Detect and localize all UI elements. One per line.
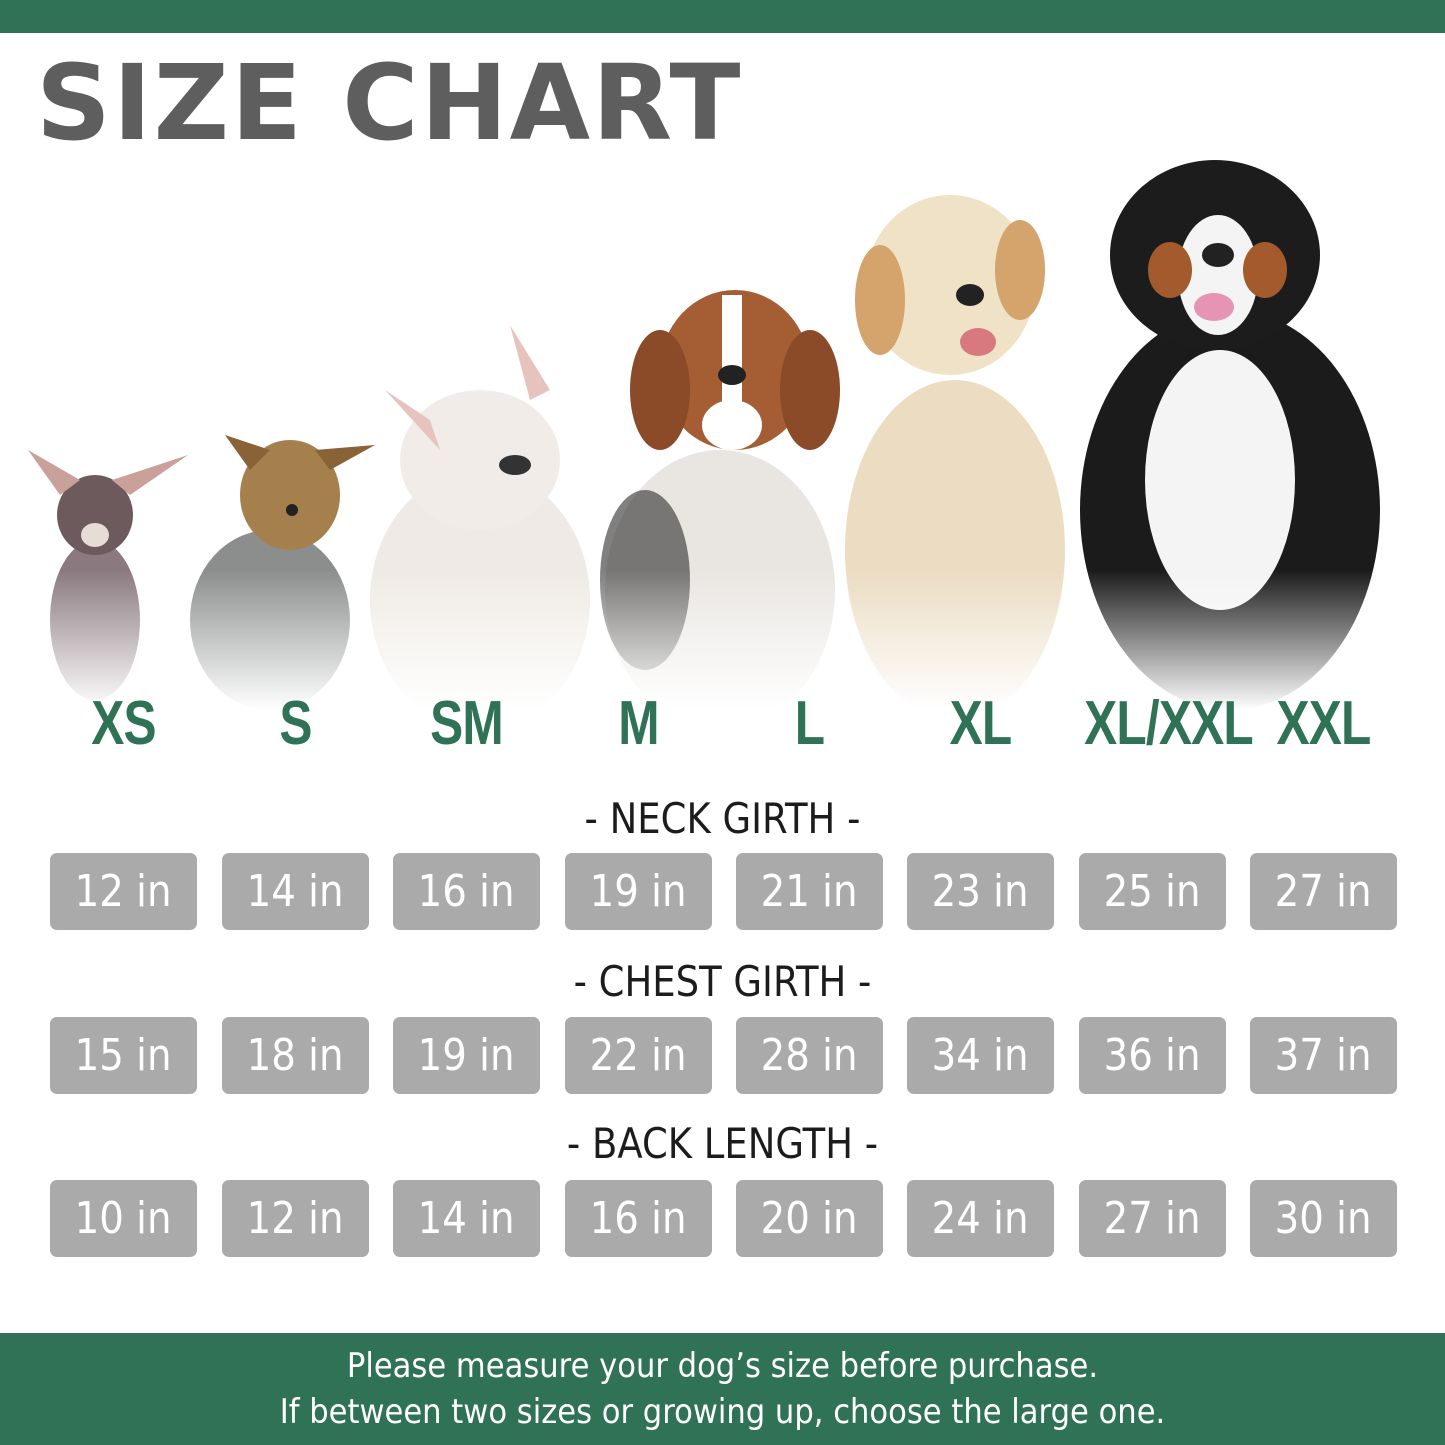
value-text: 24 in (932, 1193, 1029, 1244)
chest-girth-title: - CHEST GIRTH - (573, 957, 872, 1006)
value-text: 12 in (75, 866, 172, 917)
page-title: SIZE CHART (36, 42, 743, 164)
value-text: 27 in (1275, 866, 1372, 917)
value-text: 19 in (418, 1030, 515, 1081)
back-length-value: 24 in (907, 1180, 1054, 1257)
neck-girth-value: 12 in (50, 853, 197, 930)
size-label: M (618, 689, 659, 758)
chest-girth-value: 36 in (1079, 1017, 1226, 1094)
neck-girth-value: 14 in (222, 853, 369, 930)
value-text: 19 in (590, 866, 687, 917)
value-text: 34 in (932, 1030, 1029, 1081)
footer-line-1: Please measure your dog’s size before pu… (346, 1346, 1099, 1386)
chest-girth-value: 18 in (222, 1017, 369, 1094)
value-text: 16 in (418, 866, 515, 917)
chest-girth-value: 28 in (736, 1017, 883, 1094)
value-text: 20 in (761, 1193, 858, 1244)
value-text: 18 in (247, 1030, 344, 1081)
back-length-value: 12 in (222, 1180, 369, 1257)
chest-girth-value: 37 in (1250, 1017, 1397, 1094)
value-text: 22 in (590, 1030, 687, 1081)
size-label: L (794, 689, 825, 758)
value-text: 14 in (418, 1193, 515, 1244)
chest-girth-value: 22 in (565, 1017, 712, 1094)
neck-girth-value: 21 in (736, 853, 883, 930)
back-length-value: 20 in (736, 1180, 883, 1257)
value-text: 10 in (75, 1193, 172, 1244)
value-text: 36 in (1104, 1030, 1201, 1081)
size-label: SM (430, 689, 504, 758)
back-length-title: - BACK LENGTH - (566, 1119, 879, 1168)
neck-girth-value: 16 in (393, 853, 540, 930)
top-bar (0, 0, 1445, 33)
back-length-value: 10 in (50, 1180, 197, 1257)
back-length-value: 16 in (565, 1180, 712, 1257)
value-text: 15 in (75, 1030, 172, 1081)
value-text: 37 in (1275, 1030, 1372, 1081)
value-text: 12 in (247, 1193, 344, 1244)
back-length-value: 30 in (1250, 1180, 1397, 1257)
size-label: S (279, 689, 312, 758)
size-label: XL/XXL (1084, 689, 1254, 758)
value-text: 23 in (932, 866, 1029, 917)
value-text: 28 in (761, 1030, 858, 1081)
value-text: 14 in (247, 866, 344, 917)
neck-girth-value: 23 in (907, 853, 1054, 930)
size-label: XXL (1276, 689, 1371, 758)
value-text: 27 in (1104, 1193, 1201, 1244)
dogs-photo (0, 150, 1445, 710)
value-text: 30 in (1275, 1193, 1372, 1244)
chest-girth-value: 15 in (50, 1017, 197, 1094)
value-text: 16 in (590, 1193, 687, 1244)
footer-line-2: If between two sizes or growing up, choo… (279, 1392, 1166, 1432)
neck-girth-title: - NECK GIRTH - (584, 794, 861, 843)
back-length-value: 27 in (1079, 1180, 1226, 1257)
size-label: XS (91, 689, 156, 758)
value-text: 25 in (1104, 866, 1201, 917)
neck-girth-value: 25 in (1079, 853, 1226, 930)
neck-girth-value: 27 in (1250, 853, 1397, 930)
back-length-value: 14 in (393, 1180, 540, 1257)
size-label: XL (949, 689, 1013, 758)
footer-note: Please measure your dog’s size before pu… (0, 1333, 1445, 1445)
chest-girth-value: 19 in (393, 1017, 540, 1094)
chest-girth-value: 34 in (907, 1017, 1054, 1094)
neck-girth-value: 19 in (565, 853, 712, 930)
value-text: 21 in (761, 866, 858, 917)
